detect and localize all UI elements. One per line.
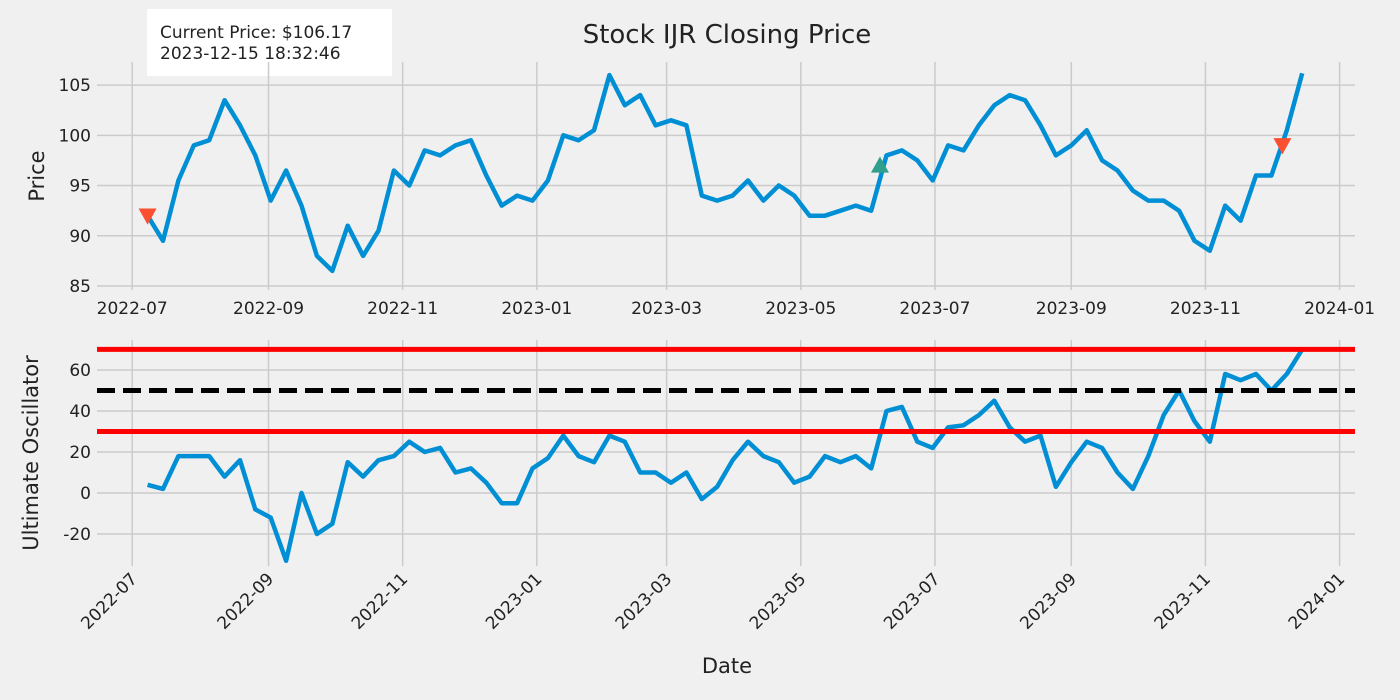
x-tick-label: 2023-07 [899,299,970,319]
x-tick-label: 2023-01 [501,299,572,319]
x-tick-label: 2022-09 [233,299,304,319]
chart-title: Stock IJR Closing Price [583,20,872,50]
signal-marker [870,156,889,173]
annotation: Current Price: $106.17 [160,23,352,43]
y-tick-label: 60 [69,361,91,381]
y-tick-label: 95 [69,177,91,197]
x-tick-label: 2023-05 [765,299,836,319]
annotation-box [147,9,392,76]
y-tick-label: 105 [59,76,91,96]
signal-marker [1273,138,1292,155]
y-tick-label: -20 [63,525,91,545]
y-tick-label: 90 [69,227,91,247]
x-tick-label: 2022-07 [97,299,168,319]
y-tick-label: 100 [59,126,91,146]
y-tick-label: 0 [80,484,91,504]
y-tick-label: 85 [69,277,91,297]
x-tick-label: 2023-09 [1036,299,1107,319]
price-line [147,348,1305,563]
signal-marker [138,208,157,225]
y-tick-label: 40 [69,402,91,422]
x-tick-label: 2023-11 [1170,299,1241,319]
y-axis-label: Price [25,150,49,201]
annotation: 2023-12-15 18:32:46 [160,44,341,64]
x-tick-label: 2023-03 [631,299,702,319]
x-tick-label: 2024-01 [1304,299,1375,319]
x-axis-label: Date [702,654,752,678]
price-line [145,72,1305,274]
y-tick-label: 20 [69,443,91,463]
y-axis-label: Ultimate Oscillator [19,355,43,551]
x-tick-label: 2022-11 [367,299,438,319]
